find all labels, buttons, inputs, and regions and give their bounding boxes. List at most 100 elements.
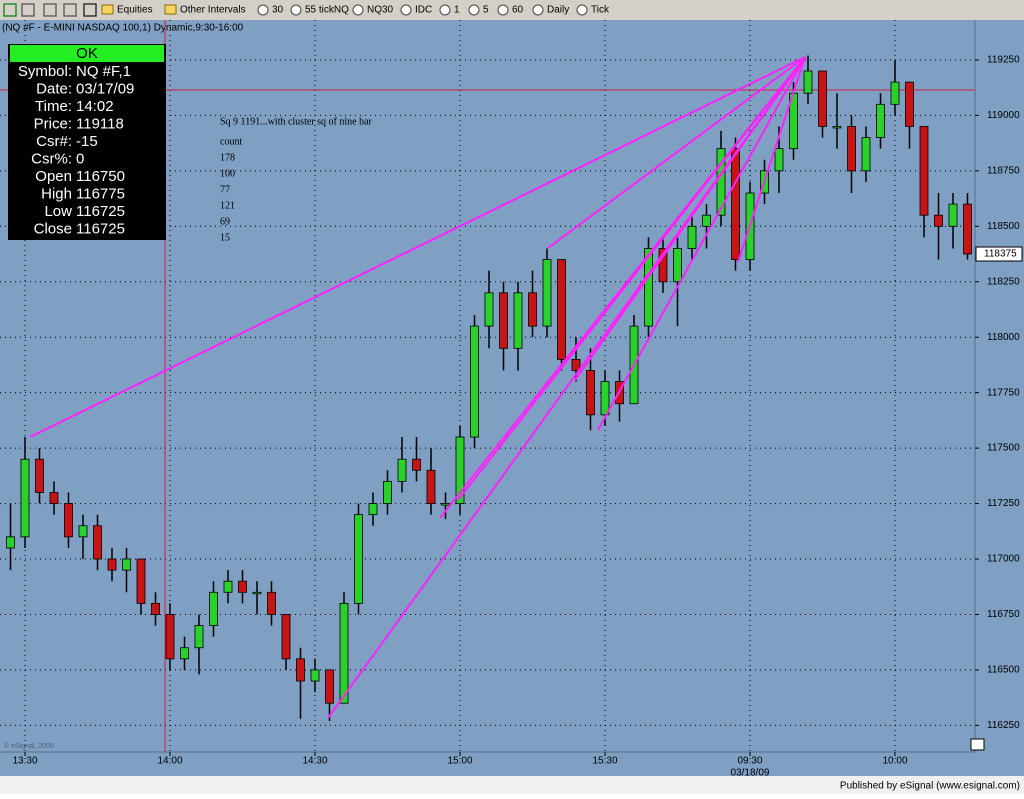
candle-body: [194, 625, 204, 649]
candle-body: [122, 558, 131, 571]
candle-body: [861, 137, 871, 172]
info-value: 116750: [76, 168, 125, 185]
toolbar-items: Equities Other Intervals 30 55 tickNQ NQ30 ID…: [3, 3, 610, 17]
watermark: © eSignal, 2009: [4, 742, 54, 750]
candle-body: [20, 458, 30, 538]
toolbar-icon[interactable]: [83, 3, 97, 17]
info-label: Price:: [34, 115, 72, 132]
candle-body: [339, 602, 349, 704]
toolbar-radio-icon[interactable]: [400, 4, 412, 16]
candle-body: [165, 614, 175, 660]
candle-body: [310, 669, 320, 682]
toolbar-item[interactable]: 1: [454, 5, 460, 16]
candle-body: [484, 292, 494, 327]
candle-body: [557, 259, 566, 360]
candle-body: [586, 370, 595, 416]
candle-body: [499, 292, 508, 349]
toolbar-icon[interactable]: [43, 3, 57, 17]
toolbar-item[interactable]: 55 tickNQ: [305, 5, 349, 16]
candle-body: [934, 214, 943, 227]
x-tick-label: 15:30: [592, 756, 617, 767]
last-price-label: 118375: [984, 249, 1017, 260]
y-tick-label: 116250: [987, 720, 1020, 731]
annotation-count: 178: [220, 152, 235, 163]
toolbar-radio-icon[interactable]: [497, 4, 509, 16]
y-tick-label: 117750: [987, 387, 1020, 398]
candle-body: [49, 492, 59, 504]
candle-body: [455, 436, 465, 504]
toolbar-item[interactable]: Other Intervals: [180, 5, 246, 16]
toolbar-folder-icon[interactable]: [101, 4, 114, 15]
toolbar-radio-icon[interactable]: [290, 4, 302, 16]
candle-body: [441, 503, 450, 506]
candle-body: [296, 658, 305, 682]
candle-body: [542, 259, 552, 327]
annotation: Sq 9 1191...with cluster sq of nine bar c…: [220, 116, 373, 243]
candle-body: [180, 647, 189, 660]
candle-body: [136, 558, 146, 604]
chart-title: (NQ #F - E-MINI NASDAQ 100,1) Dynamic,9:…: [2, 23, 244, 34]
scroll-button[interactable]: [970, 738, 985, 751]
candle-body: [905, 81, 914, 127]
candle-body: [702, 214, 711, 227]
annotation-count: 121: [220, 200, 235, 211]
toolbar-icon[interactable]: [3, 3, 17, 17]
info-label: Time:: [35, 98, 72, 115]
candle-body: [658, 248, 668, 283]
toolbar-radio-icon[interactable]: [352, 4, 364, 16]
toolbar-item[interactable]: IDC: [415, 5, 432, 16]
toolbar-item[interactable]: Equities: [117, 5, 153, 16]
toolbar-item[interactable]: Daily: [547, 5, 569, 16]
toolbar-radio-icon[interactable]: [439, 4, 451, 16]
info-label: Symbol:: [18, 63, 72, 80]
toolbar-icon[interactable]: [63, 3, 77, 17]
x-tick-label: 09:30: [737, 756, 762, 767]
date-label: 03/18/09: [731, 768, 770, 779]
toolbar-item[interactable]: 60: [512, 5, 524, 16]
toolbar-radio-icon[interactable]: [576, 4, 588, 16]
info-value: 14:02: [76, 98, 114, 115]
annotation-title: Sq 9 1191...with cluster sq of nine bar: [220, 116, 373, 127]
y-tick-label: 118000: [987, 332, 1020, 343]
toolbar-radio-icon[interactable]: [532, 4, 544, 16]
y-tick-label: 118250: [987, 276, 1020, 287]
info-label: Low: [44, 203, 72, 220]
candle-body: [847, 126, 856, 172]
candle-body: [818, 70, 827, 127]
candle-body: [383, 480, 392, 504]
info-value: 116775: [76, 185, 125, 202]
info-value: 116725: [76, 220, 125, 237]
toolbar-item[interactable]: 30: [272, 5, 284, 16]
candle-body: [325, 669, 334, 704]
info-value: 03/17/09: [76, 80, 134, 97]
y-tick-label: 116500: [987, 665, 1020, 676]
y-tick-label: 117250: [987, 498, 1020, 509]
toolbar-radio-icon[interactable]: [468, 4, 480, 16]
candle-body: [731, 148, 740, 260]
candle-body: [252, 591, 262, 595]
info-value: 116725: [76, 203, 125, 220]
toolbar-icon[interactable]: [21, 3, 35, 17]
y-tick-label: 117500: [987, 443, 1020, 454]
toolbar-folder-icon[interactable]: [164, 4, 177, 15]
toolbar-item[interactable]: Tick: [591, 5, 610, 16]
candle-body: [600, 381, 610, 416]
toolbar-item[interactable]: 5: [483, 5, 489, 16]
candle-body: [876, 103, 885, 138]
candle-body: [513, 292, 523, 349]
trend-line: [457, 56, 806, 501]
candle-body: [803, 70, 813, 94]
last-price-marker: [975, 246, 1023, 262]
candle-body: [354, 514, 363, 604]
toolbar-item[interactable]: NQ30: [367, 5, 394, 16]
toolbar-radio-icon[interactable]: [257, 4, 269, 16]
x-tick-label: 14:30: [302, 756, 327, 767]
candle-body: [238, 580, 247, 593]
info-label: Close: [34, 220, 72, 237]
annotation-count: 69: [220, 216, 230, 227]
candle-body: [832, 126, 842, 129]
trend-lines: [29, 56, 806, 719]
info-label: Csr#:: [36, 133, 72, 150]
